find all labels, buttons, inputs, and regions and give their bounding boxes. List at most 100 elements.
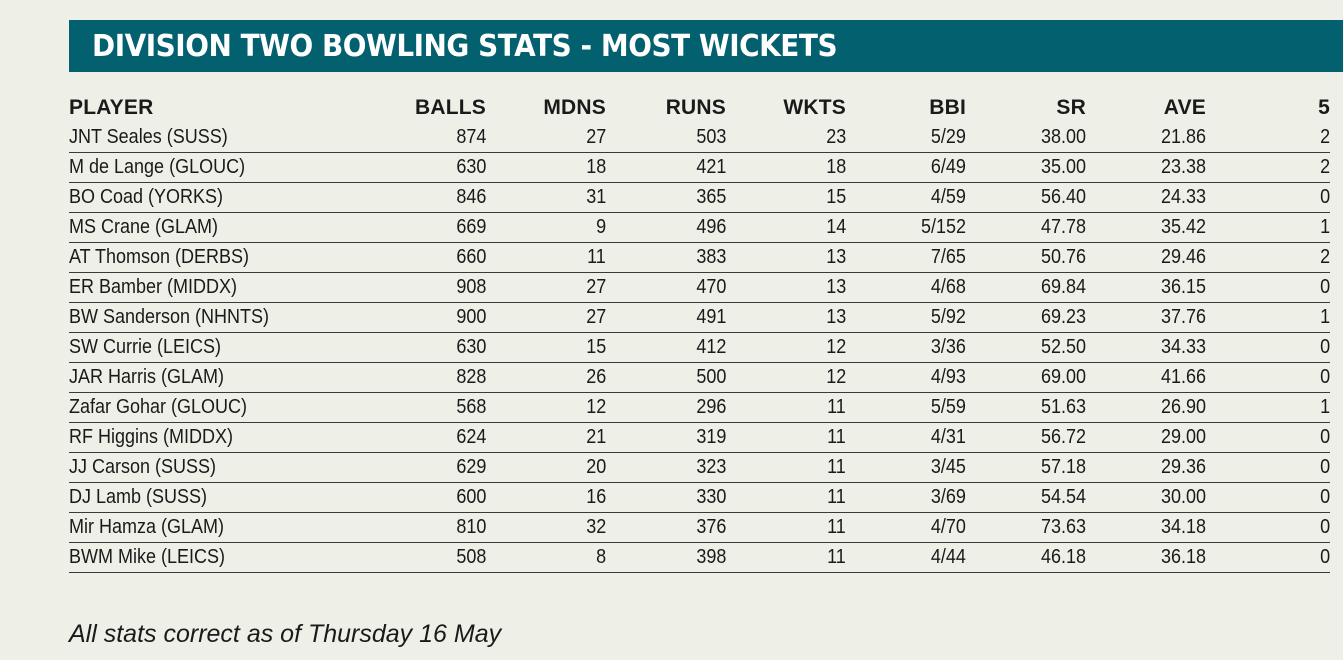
cell-value: 69.00 xyxy=(1040,366,1086,388)
cell-ave: 36.18 xyxy=(1086,542,1206,573)
cell-value: 1 xyxy=(1319,216,1330,238)
cell-wkts: 12 xyxy=(726,362,846,393)
cell-mdns: 16 xyxy=(486,482,606,513)
cell-value: BW Sanderson (NHNTS) xyxy=(69,306,270,328)
cell-sr: 69.00 xyxy=(966,362,1086,393)
cell-value: 52.50 xyxy=(1040,336,1086,358)
cell-balls: 629 xyxy=(319,452,486,483)
cell-runs: 412 xyxy=(606,332,726,363)
cell-value: 20 xyxy=(585,456,606,478)
cell-mdns: 32 xyxy=(486,512,606,543)
cell-value: 37.76 xyxy=(1160,306,1206,328)
cell-value: 13 xyxy=(825,306,846,328)
cell-value: 21 xyxy=(585,426,606,448)
column-header-wkts: WKTS xyxy=(783,96,846,119)
cell-wkts: 11 xyxy=(726,392,846,423)
cell-ave: 41.66 xyxy=(1086,362,1206,393)
cell-mdns: 31 xyxy=(486,182,606,213)
table-row: BW Sanderson (NHNTS) 900 27 491 13 5/92 69.23 3… xyxy=(69,302,1330,333)
column-header-balls: BALLS xyxy=(415,96,486,119)
cell-sr: 54.54 xyxy=(966,482,1086,513)
cell-ave: 30.00 xyxy=(1086,482,1206,513)
cell-five-wicket-hauls: 2 xyxy=(1206,242,1330,273)
cell-value: Mir Hamza (GLAM) xyxy=(69,516,225,538)
cell-ave: 29.00 xyxy=(1086,422,1206,453)
cell-five-wicket-hauls: 0 xyxy=(1206,422,1330,453)
cell-player: ER Bamber (MIDDX) xyxy=(69,272,319,303)
cell-five-wicket-hauls: 1 xyxy=(1206,302,1330,333)
cell-value: 11 xyxy=(827,516,846,538)
cell-value: 11 xyxy=(827,486,846,508)
cell-value: 630 xyxy=(455,156,486,178)
bowling-stats-table: PLAYER BALLS MDNS RUNS WKTS BBI SR AVE 5… xyxy=(69,93,1330,573)
cell-value: JNT Seales (SUSS) xyxy=(69,126,228,148)
cell-five-wicket-hauls: 0 xyxy=(1206,362,1330,393)
cell-value: 323 xyxy=(695,456,726,478)
cell-value: 810 xyxy=(455,516,486,538)
cell-player: JNT Seales (SUSS) xyxy=(69,123,319,153)
cell-runs: 365 xyxy=(606,182,726,213)
cell-mdns: 27 xyxy=(486,123,606,153)
cell-bbi: 4/70 xyxy=(846,512,966,543)
cell-value: Zafar Gohar (GLOUC) xyxy=(69,396,248,418)
cell-ave: 34.33 xyxy=(1086,332,1206,363)
cell-value: 18 xyxy=(825,156,846,178)
cell-value: 0 xyxy=(1319,366,1330,388)
cell-five-wicket-hauls: 0 xyxy=(1206,482,1330,513)
cell-bbi: 4/93 xyxy=(846,362,966,393)
cell-value: 0 xyxy=(1319,516,1330,538)
cell-value: 5/59 xyxy=(930,396,966,418)
column-header-player: PLAYER xyxy=(69,96,154,119)
cell-value: 23.38 xyxy=(1160,156,1206,178)
cell-value: 13 xyxy=(825,246,846,268)
cell-value: 11 xyxy=(587,246,606,268)
cell-bbi: 4/59 xyxy=(846,182,966,213)
cell-value: 47.78 xyxy=(1040,216,1086,238)
cell-player: Zafar Gohar (GLOUC) xyxy=(69,392,319,423)
cell-runs: 470 xyxy=(606,272,726,303)
cell-bbi: 5/92 xyxy=(846,302,966,333)
cell-balls: 900 xyxy=(319,302,486,333)
cell-value: 508 xyxy=(455,546,486,568)
cell-balls: 630 xyxy=(319,152,486,183)
cell-value: 14 xyxy=(825,216,846,238)
cell-player: BWM Mike (LEICS) xyxy=(69,542,319,573)
cell-value: 12 xyxy=(825,366,846,388)
table-body: JNT Seales (SUSS) 874 27 503 23 5/29 38.00 21.8… xyxy=(69,123,1330,573)
cell-value: 496 xyxy=(695,216,726,238)
cell-mdns: 20 xyxy=(486,452,606,483)
cell-value: MS Crane (GLAM) xyxy=(69,216,219,238)
table-row: JNT Seales (SUSS) 874 27 503 23 5/29 38.00 21.8… xyxy=(69,123,1330,153)
cell-value: 0 xyxy=(1319,486,1330,508)
cell-value: 3/45 xyxy=(930,456,966,478)
cell-wkts: 15 xyxy=(726,182,846,213)
cell-five-wicket-hauls: 1 xyxy=(1206,392,1330,423)
cell-runs: 496 xyxy=(606,212,726,243)
cell-value: 828 xyxy=(455,366,486,388)
cell-wkts: 14 xyxy=(726,212,846,243)
cell-value: 0 xyxy=(1319,276,1330,298)
table-row: Mir Hamza (GLAM) 810 32 376 11 4/70 73.63 34.18… xyxy=(69,512,1330,543)
cell-value: 56.72 xyxy=(1040,426,1086,448)
cell-value: JJ Carson (SUSS) xyxy=(69,456,217,478)
cell-value: 32 xyxy=(585,516,606,538)
cell-value: 4/31 xyxy=(930,426,966,448)
cell-value: AT Thomson (DERBS) xyxy=(69,246,250,268)
cell-value: 12 xyxy=(585,396,606,418)
cell-mdns: 9 xyxy=(486,212,606,243)
cell-balls: 630 xyxy=(319,332,486,363)
cell-value: 36.18 xyxy=(1160,546,1206,568)
cell-runs: 323 xyxy=(606,452,726,483)
cell-bbi: 4/68 xyxy=(846,272,966,303)
cell-bbi: 4/44 xyxy=(846,542,966,573)
cell-bbi: 3/45 xyxy=(846,452,966,483)
cell-value: 69.84 xyxy=(1040,276,1086,298)
cell-value: M de Lange (GLOUC) xyxy=(69,156,246,178)
cell-value: 2 xyxy=(1319,156,1330,178)
cell-value: 2 xyxy=(1319,126,1330,148)
column-header-runs: RUNS xyxy=(665,96,726,119)
table-row: SW Currie (LEICS) 630 15 412 12 3/36 52.50 34.3… xyxy=(69,332,1330,363)
cell-value: 503 xyxy=(695,126,726,148)
cell-sr: 47.78 xyxy=(966,212,1086,243)
cell-runs: 421 xyxy=(606,152,726,183)
